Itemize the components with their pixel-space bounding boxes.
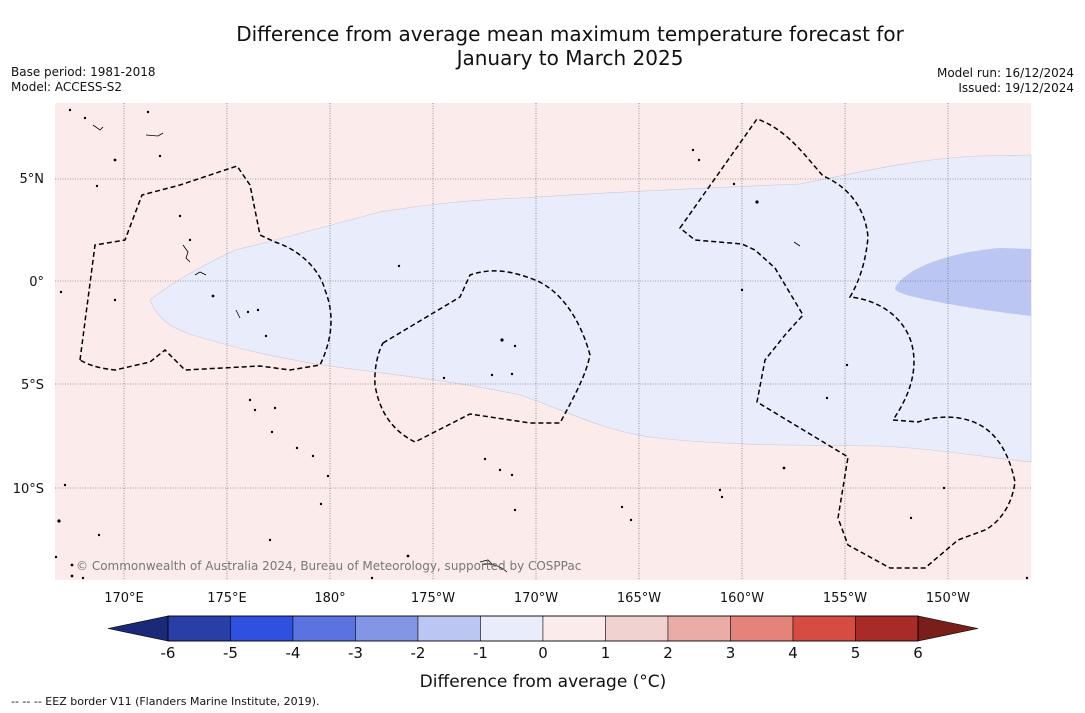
colorbar-tick-label: 4 — [788, 644, 798, 662]
eez-legend: -- -- -- EEZ border V11 (Flanders Marine… — [11, 695, 320, 708]
base-period-text: Base period: 1981-2018 — [11, 65, 156, 79]
colorbar-tick-label: -6 — [161, 644, 176, 662]
colorbar-segment — [230, 615, 294, 642]
lat-label: 0° — [29, 275, 44, 290]
eez-border-central — [374, 270, 591, 443]
colorbar-segment — [167, 615, 231, 642]
colorbar-segment — [855, 615, 919, 642]
colorbar-tick-label: -5 — [223, 644, 238, 662]
colorbar-tick-label: 0 — [538, 644, 548, 662]
colorbar-segment — [417, 615, 481, 642]
lat-label: 5°S — [21, 378, 44, 393]
colorbar-low-extend — [107, 615, 169, 642]
longitude-labels: 170°E 175°E 180° 175°W 170°W 165°W 160°W… — [104, 591, 970, 606]
lon-label: 150°W — [926, 591, 970, 606]
anomaly-region-minus1 — [149, 154, 1032, 463]
anomaly-region-minus2 — [895, 248, 1031, 316]
colorbar-tick-label: -2 — [411, 644, 426, 662]
colorbar-tick-label: -1 — [473, 644, 488, 662]
map-title: Difference from average mean maximum tem… — [150, 22, 990, 70]
lat-label: 5°N — [20, 172, 45, 187]
eez-border-west — [79, 165, 332, 371]
lon-label: 155°W — [823, 591, 867, 606]
eez-borders — [79, 118, 1016, 569]
colorbar-segment — [730, 615, 794, 642]
islands — [54, 108, 1029, 580]
colorbar: -6 -5 -4 -3 -2 -1 0 1 2 3 4 5 6 Difference from aver… — [107, 615, 979, 692]
colorbar-segment — [792, 615, 856, 642]
colorbar-segment — [292, 615, 356, 642]
colorbar-tick-label: 5 — [851, 644, 861, 662]
latitude-labels: 5°N 0° 5°S 10°S — [13, 172, 44, 497]
colorbar-segment — [605, 615, 669, 642]
colorbar-segment — [542, 615, 606, 642]
colorbar-label: Difference from average (°C) — [420, 672, 667, 692]
colorbar-segment — [355, 615, 419, 642]
model-run-text: Model run: 16/12/2024 — [936, 66, 1074, 80]
lon-label: 165°W — [617, 591, 661, 606]
colorbar-segment — [480, 615, 544, 642]
lon-label: 180° — [314, 591, 345, 606]
colorbar-high-extend — [917, 615, 979, 642]
colorbar-tick-label: 6 — [913, 644, 923, 662]
lat-label: 10°S — [13, 482, 44, 497]
issued-text: Issued: 19/12/2024 — [958, 81, 1074, 95]
colorbar-tick-label: -4 — [286, 644, 301, 662]
model-text: Model: ACCESS-S2 — [11, 80, 123, 94]
title-line-2: January to March 2025 — [456, 46, 684, 70]
lon-label: 170°W — [514, 591, 558, 606]
lon-label: 175°E — [207, 591, 247, 606]
eez-border-east — [678, 118, 1016, 569]
graticule — [55, 103, 1031, 580]
colorbar-tick-label: -3 — [348, 644, 363, 662]
colorbar-tick-label: 3 — [726, 644, 736, 662]
colorbar-tick-label: 1 — [601, 644, 611, 662]
lon-label: 175°W — [411, 591, 455, 606]
copyright-text: © Commonwealth of Australia 2024, Bureau… — [76, 559, 581, 573]
colorbar-tick-label: 2 — [663, 644, 673, 662]
lon-label: 160°W — [720, 591, 764, 606]
title-line-1: Difference from average mean maximum tem… — [236, 22, 904, 46]
forecast-info-right: Model run: 16/12/2024 Issued: 19/12/2024 — [937, 66, 1074, 96]
lon-label: 170°E — [104, 591, 144, 606]
colorbar-segment — [667, 615, 731, 642]
forecast-info-left: Base period: 1981-2018 Model: ACCESS-S2 — [11, 65, 156, 95]
colorbar-outline — [167, 615, 919, 642]
